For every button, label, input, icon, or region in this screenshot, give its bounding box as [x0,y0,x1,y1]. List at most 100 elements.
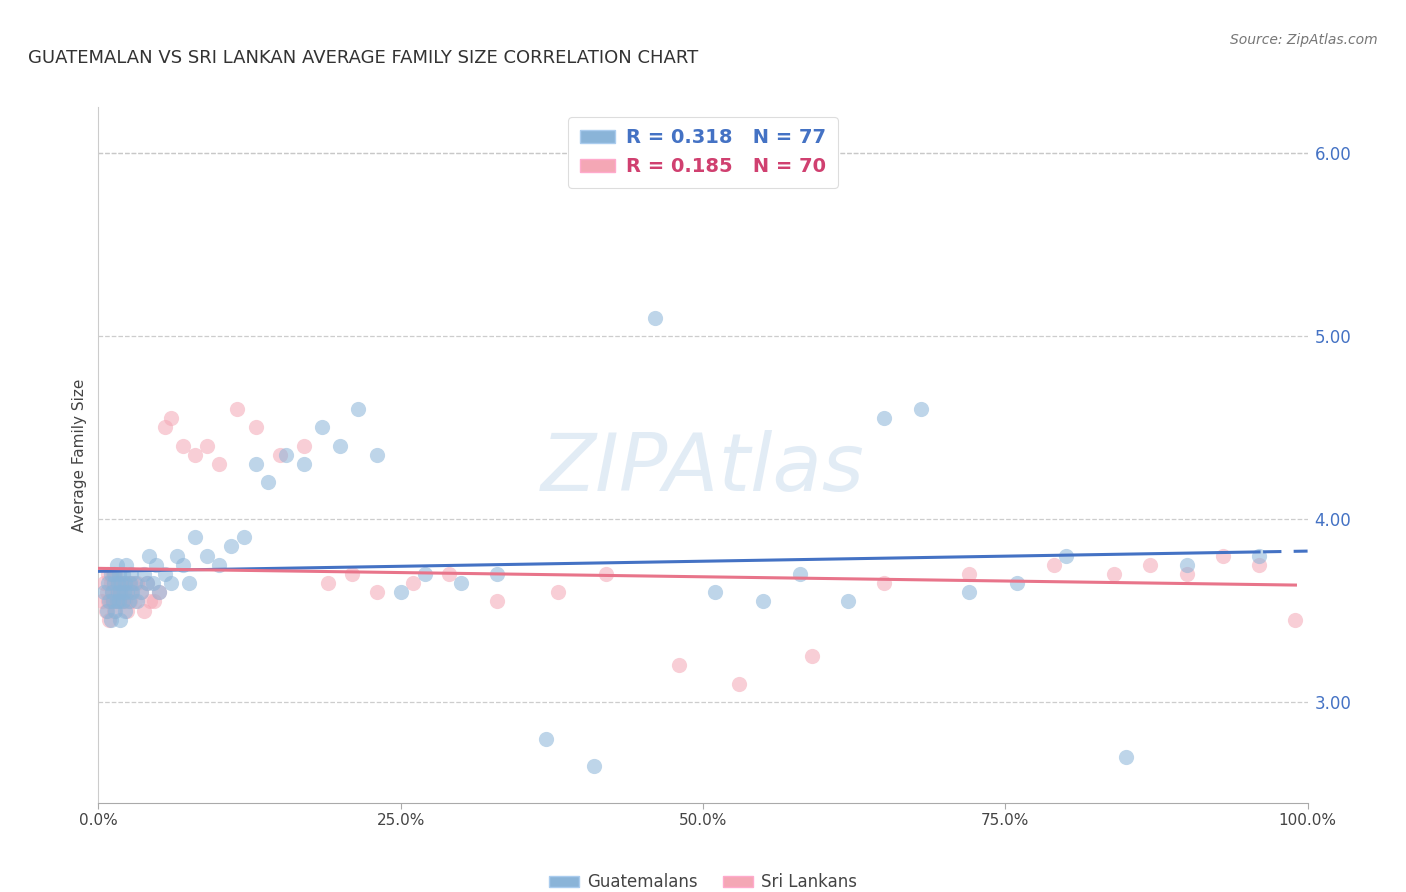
Point [108,566,131,581]
Point [1139,558,1161,572]
Point [118,594,141,608]
Point [135,576,157,591]
Point [107,585,129,599]
Point [1054,549,1077,563]
Point [97,566,120,581]
Point [148,585,170,599]
Point [873,576,896,591]
Point [195,549,218,563]
Point [100,594,122,608]
Point [114,603,136,617]
Point [114,576,136,591]
Point [160,576,183,591]
Point [172,558,194,572]
Point [93,585,115,599]
Point [402,576,425,591]
Point [112,585,135,599]
Point [105,594,128,608]
Point [94,603,117,617]
Point [547,585,569,599]
Point [1175,566,1198,581]
Point [232,530,254,544]
Point [111,594,134,608]
Point [957,585,980,599]
Point [221,540,243,554]
Point [127,576,149,591]
Point [139,594,162,608]
Point [107,576,129,591]
Point [107,576,129,591]
Point [704,585,727,599]
Point [103,576,125,591]
Point [97,576,120,591]
Point [1212,549,1234,563]
Point [910,402,932,417]
Point [450,576,472,591]
Point [115,558,138,572]
Point [108,585,131,599]
Point [103,603,125,617]
Point [366,448,388,462]
Point [135,576,157,591]
Point [129,585,152,599]
Point [110,585,132,599]
Point [1102,566,1125,581]
Point [873,411,896,425]
Point [413,566,436,581]
Point [108,576,131,591]
Text: GUATEMALAN VS SRI LANKAN AVERAGE FAMILY SIZE CORRELATION CHART: GUATEMALAN VS SRI LANKAN AVERAGE FAMILY … [28,49,699,67]
Point [100,585,122,599]
Point [129,585,152,599]
Point [389,585,412,599]
Text: Source: ZipAtlas.com: Source: ZipAtlas.com [1230,33,1378,47]
Point [1175,558,1198,572]
Point [108,613,131,627]
Point [115,585,138,599]
Point [366,585,388,599]
Point [145,558,167,572]
Point [1284,613,1306,627]
Point [837,594,859,608]
Point [111,566,134,581]
Point [274,448,297,462]
Point [127,594,149,608]
Point [752,594,775,608]
Point [148,585,170,599]
Point [104,594,127,608]
Point [184,530,207,544]
Point [728,677,751,691]
Point [292,457,315,471]
Point [1115,750,1137,764]
Point [226,402,249,417]
Point [101,594,124,608]
Point [292,439,315,453]
Point [644,310,666,325]
Point [108,585,131,599]
Point [208,558,231,572]
Point [179,576,201,591]
Point [91,594,114,608]
Point [101,594,124,608]
Point [118,594,141,608]
Point [93,576,115,591]
Point [153,566,176,581]
Point [100,585,122,599]
Point [172,439,194,453]
Point [117,603,139,617]
Point [311,420,333,434]
Point [104,566,127,581]
Point [160,411,183,425]
Point [134,566,156,581]
Point [342,566,364,581]
Point [184,448,207,462]
Point [124,576,146,591]
Point [96,585,118,599]
Point [595,566,617,581]
Point [1007,576,1029,591]
Point [98,594,121,608]
Point [100,613,122,627]
Point [789,566,811,581]
Text: ZIPAtlas: ZIPAtlas [541,430,865,508]
Legend: Guatemalans, Sri Lankans: Guatemalans, Sri Lankans [543,867,863,892]
Point [118,576,141,591]
